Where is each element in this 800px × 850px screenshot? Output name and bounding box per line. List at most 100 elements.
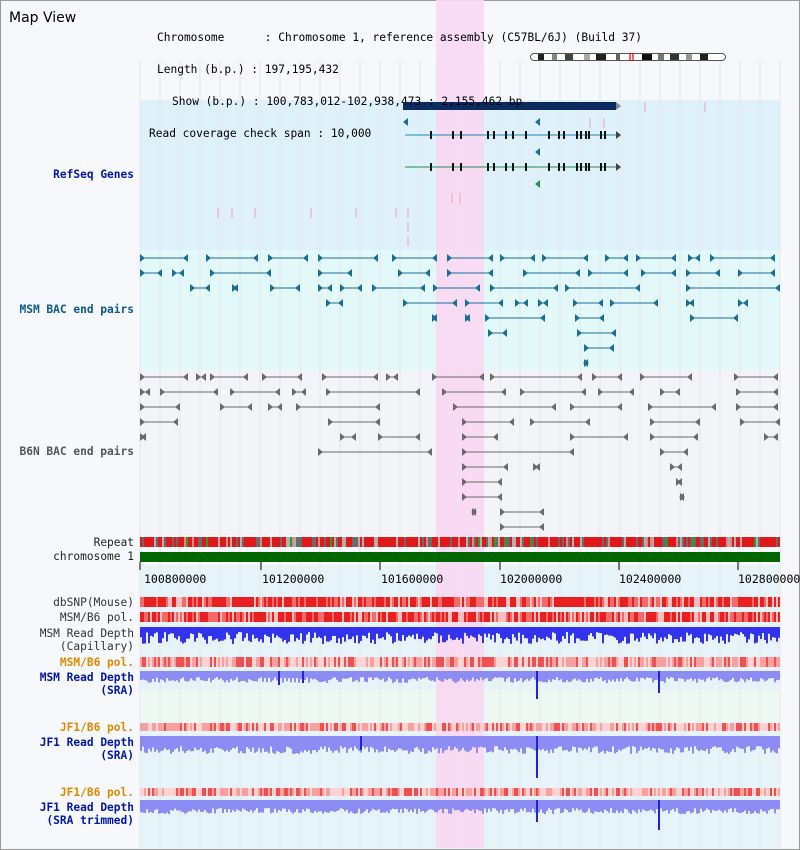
read-depth-bin [750, 627, 752, 634]
read-depth-bin [220, 736, 222, 749]
polymorphism-bin [728, 657, 730, 667]
polymorphism-bin [336, 612, 338, 622]
read-depth-bin [688, 736, 690, 751]
polymorphism-bin [166, 723, 168, 731]
repeat-bin [612, 537, 614, 547]
read-depth-bin [644, 800, 646, 811]
polymorphism-bin [546, 612, 548, 622]
polymorphism-bin [444, 597, 446, 607]
polymorphism-bin [738, 657, 740, 667]
read-depth-bin [680, 800, 682, 814]
polymorphism-bin [718, 597, 720, 607]
repeat-bin [330, 537, 332, 547]
read-depth-bin [304, 671, 306, 681]
read-depth-bin [412, 671, 414, 679]
msm-bac-label[interactable]: MSM BAC end pairs [19, 303, 134, 316]
gene-arrow [616, 131, 621, 139]
polymorphism-bin [484, 788, 486, 796]
polymorphism-bin [688, 612, 690, 622]
read-depth-bin [622, 800, 624, 814]
polymorphism-bin [336, 788, 338, 796]
polymorphism-bin [692, 788, 694, 796]
bac-end-marker [373, 254, 378, 262]
polymorphism-bin [510, 788, 512, 796]
read-depth-bin [368, 736, 370, 752]
read-depth-bin [578, 671, 580, 680]
polymorphism-bin [712, 612, 714, 622]
read-depth-bin [642, 671, 644, 678]
repeat-bin [584, 537, 586, 547]
polymorphism-bin [558, 723, 560, 731]
read-depth-spike [278, 671, 280, 685]
repeat-bin [732, 537, 734, 547]
bac-end-marker [640, 373, 645, 381]
repeat-bin [426, 537, 428, 547]
read-depth-bin [712, 671, 714, 678]
repeat-bin [212, 537, 214, 547]
repeat-bin [520, 537, 522, 547]
b6n-bac-label[interactable]: B6N BAC end pairs [19, 445, 134, 458]
repeat-bin [440, 537, 442, 547]
read-depth-bin [590, 627, 592, 634]
read-depth-bin [600, 627, 602, 634]
chromosome-ideogram[interactable] [530, 53, 726, 61]
polymorphism-bin [210, 788, 212, 796]
read-depth-bin [476, 736, 478, 754]
read-depth-bin [244, 627, 246, 638]
polymorphism-bin [488, 723, 490, 731]
read-depth-bin [554, 800, 556, 810]
read-depth-bin [726, 627, 728, 635]
polymorphism-bin [436, 723, 438, 731]
polymorphism-bin [436, 597, 438, 607]
repeat-bin [202, 537, 204, 547]
read-depth-bin [600, 736, 602, 753]
polymorphism-bin [684, 612, 686, 622]
polymorphism-bin [352, 612, 354, 622]
polymorphism-bin [728, 612, 730, 622]
polymorphism-bin [658, 657, 660, 667]
polymorphism-bin [658, 597, 660, 607]
repeat-bin [498, 537, 500, 547]
read-depth-bin [262, 627, 264, 643]
polymorphism-bin [382, 788, 384, 796]
polymorphism-bin [578, 597, 580, 607]
polymorphism-bin [446, 723, 448, 731]
polymorphism-bin [498, 612, 500, 622]
polymorphism-bin [264, 723, 266, 731]
read-depth-bin [396, 736, 398, 751]
polymorphism-bin [700, 597, 702, 607]
polymorphism-bin [280, 657, 282, 667]
polymorphism-bin [220, 657, 222, 667]
polymorphism-bin [244, 597, 246, 607]
read-depth-bin [598, 627, 600, 633]
read-depth-bin [774, 800, 776, 814]
read-depth-bin [442, 671, 444, 682]
read-depth-bin [662, 800, 664, 812]
repeat-bin [370, 537, 372, 547]
polymorphism-bin [400, 788, 402, 796]
polymorphism-bin [384, 657, 386, 667]
repeat-bin [198, 537, 200, 547]
repeat-bin [300, 537, 302, 547]
polymorphism-bin [566, 597, 568, 607]
repeat-bin [546, 537, 548, 547]
read-depth-bin [380, 671, 382, 680]
polymorphism-bin [742, 612, 744, 622]
bac-end-marker [442, 388, 447, 396]
read-depth-bin [614, 800, 616, 814]
refseq-genes-label[interactable]: RefSeq Genes [53, 168, 134, 181]
polymorphism-bin [552, 788, 554, 796]
read-depth-bin [654, 736, 656, 749]
bac-end-marker [340, 433, 345, 441]
polymorphism-bin [278, 788, 280, 796]
repeat-bin [770, 537, 772, 547]
polymorphism-bin [492, 723, 494, 731]
polymorphism-bin [494, 657, 496, 667]
read-depth-bin [290, 800, 292, 812]
repeat-bin [696, 537, 698, 547]
polymorphism-bin [466, 612, 468, 622]
polymorphism-bin [174, 723, 176, 731]
polymorphism-bin [320, 597, 322, 607]
repeat-bin [672, 537, 674, 547]
polymorphism-bin [268, 597, 270, 607]
